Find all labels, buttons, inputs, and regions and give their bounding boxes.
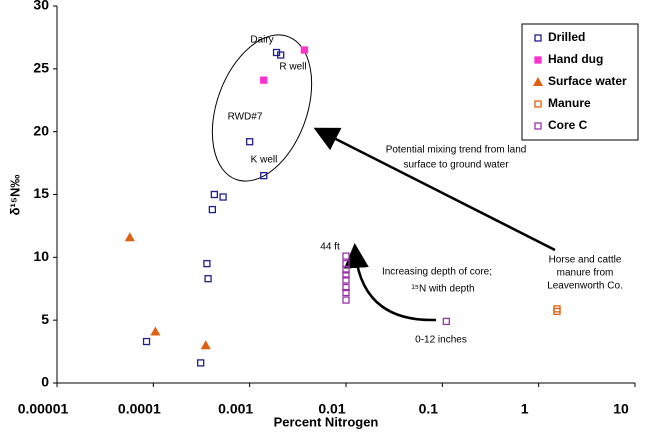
data-point <box>150 326 161 336</box>
annotation: manure from <box>557 268 614 279</box>
cluster-ellipse <box>211 34 313 182</box>
annotation: 44 ft <box>320 242 340 253</box>
data-point <box>300 46 309 54</box>
y-tick-label: 30 <box>33 0 49 13</box>
data-point <box>342 288 350 297</box>
legend-label: Surface water <box>548 74 627 88</box>
data-point <box>142 337 151 346</box>
data-point <box>203 259 211 268</box>
x-tick-label: 1 <box>521 401 529 417</box>
y-tick-label: 10 <box>33 248 49 264</box>
annotation: K well <box>251 155 278 166</box>
data-point <box>208 205 217 214</box>
annotation: Leavenworth Co. <box>547 281 623 292</box>
data-point <box>200 340 211 350</box>
data-point <box>260 76 268 84</box>
data-point <box>342 296 350 304</box>
data-point <box>204 275 212 283</box>
legend-marker <box>534 56 542 64</box>
y-tick-label: 0 <box>41 374 49 390</box>
y-tick-label: 15 <box>33 185 49 201</box>
data-point <box>342 283 350 292</box>
data-point <box>219 193 227 201</box>
data-point <box>553 307 561 316</box>
x-tick-label: 0.01 <box>318 401 345 417</box>
annotation: Horse and cattle <box>549 255 622 266</box>
data-point <box>342 252 350 260</box>
data-point <box>260 171 268 180</box>
x-tick-label: 0.0001 <box>118 401 161 417</box>
legend-marker <box>534 100 542 108</box>
y-tick-label: 5 <box>41 311 49 327</box>
legend-marker <box>534 122 542 130</box>
depth-arrow <box>343 243 437 322</box>
data-point <box>342 271 350 279</box>
mixing-arrow <box>313 127 556 252</box>
data-point <box>197 359 205 367</box>
legend-label: Hand dug <box>548 52 603 66</box>
annotation: Increasing depth of core; <box>382 267 492 278</box>
data-point <box>124 232 135 242</box>
y-tick-label: 20 <box>33 122 49 138</box>
legend-label: Core C <box>548 118 588 132</box>
x-tick-label: 0.1 <box>419 401 439 417</box>
annotation: Dairy <box>250 35 273 46</box>
legend-label: Drilled <box>548 30 585 44</box>
legend-marker <box>534 34 542 42</box>
data-point <box>277 51 285 59</box>
legend <box>521 23 639 141</box>
y-tick-label: 25 <box>33 60 49 76</box>
data-point <box>246 138 254 146</box>
annotation: RWD#7 <box>228 112 263 123</box>
data-point <box>342 266 350 274</box>
legend-marker <box>533 77 543 86</box>
y-axis-title: δ¹⁵N‰ <box>7 175 22 216</box>
annotation: 0-12 inches <box>415 335 467 346</box>
data-point <box>342 276 350 284</box>
annotation: surface to ground water <box>403 160 509 171</box>
annotation: R well <box>279 62 306 73</box>
annotation: Potential mixing trend from land <box>386 145 527 156</box>
x-tick-label: 10 <box>613 401 629 417</box>
data-point <box>342 259 350 268</box>
data-point <box>210 190 219 199</box>
annotation: ¹⁵N with depth <box>411 284 474 295</box>
data-point <box>442 317 450 326</box>
x-tick-label: 0.00001 <box>18 401 69 417</box>
legend-label: Manure <box>548 96 591 110</box>
x-axis-title: Percent Nitrogen <box>274 414 379 429</box>
x-tick-label: 0.001 <box>218 401 253 417</box>
